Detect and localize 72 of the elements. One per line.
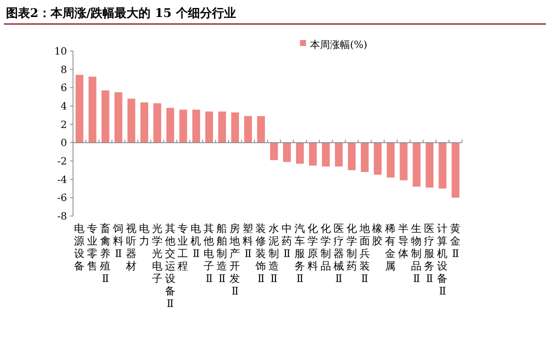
bar [386,142,395,178]
x-tick-label: 船舶制造Ⅱ [216,223,228,285]
y-tick-label: -8 [57,212,67,222]
x-tick-label: 稀有金属 [385,223,396,272]
bar [192,110,200,143]
x-tick-label: 装修装饰Ⅱ [254,222,267,285]
bar [438,142,446,188]
bar [348,142,356,170]
x-tick-label: 电源设备 [74,222,85,272]
bar [322,142,330,166]
x-tick-label: 黄金Ⅱ [450,222,462,260]
bar [308,142,317,166]
bar [244,116,252,143]
y-tick-label: 4 [60,102,67,112]
x-tick-label: 橡胶 [372,223,384,248]
x-tick-label: 医疗服务Ⅱ [424,223,436,285]
x-tick-label: 房地产开发Ⅱ [228,222,241,298]
y-tick-label: -4 [57,174,67,186]
bar [179,110,188,143]
x-tick-label: 水泥制造Ⅱ [268,222,280,285]
bar [88,76,96,143]
bar [452,142,460,198]
y-tick-label: 10 [54,46,67,58]
x-tick-label: 畜禽养殖Ⅱ [100,222,111,285]
x-tick-label: 地面兵装Ⅱ [358,222,370,285]
bar [400,142,408,180]
bar [374,142,382,175]
y-tick-label: -6 [57,193,67,204]
bar [114,92,122,143]
x-tick-label: 计算机设备Ⅱ [437,222,448,298]
y-tick-label: 2 [60,120,67,131]
y-tick-label: -2 [57,156,67,168]
x-tick-label: 电力 [138,222,150,248]
x-tick-label: 中药Ⅱ [281,222,292,260]
bar [257,116,265,143]
bar [426,142,434,188]
x-tick-label: 其他交运设备Ⅱ [164,222,176,310]
chart-title: 图表2：本周涨/跌幅最大的 15 个细分行业 [6,6,236,20]
x-tick-label: 化学制药 [346,223,358,272]
bar [283,142,291,162]
bar [127,98,136,143]
bar [360,142,369,172]
x-tick-label: 化学制品 [320,223,332,272]
x-tick-label: 光学光电子 [152,222,163,285]
bar [334,142,343,166]
x-tick-label: 塑料Ⅱ [242,222,254,260]
x-tick-label: 化学原料 [307,223,318,272]
x-tick-label: 生物制品Ⅱ [411,222,422,285]
x-tick-label: 汽车服务Ⅱ [294,223,306,285]
bar [76,74,84,143]
bar [412,142,421,187]
bar [218,112,226,143]
y-tick-label: 6 [60,83,67,94]
bar [205,112,214,143]
x-tick-label: 饲料Ⅱ [112,223,124,260]
x-tick-label: 专业零售 [86,222,98,272]
bar [153,103,162,143]
y-tick-label: 0 [60,138,67,150]
x-tick-label: 视听器材 [124,222,137,272]
legend-label: 本周涨幅(%) [310,39,368,51]
x-tick-label: 专业工程 [178,222,189,272]
bar [102,90,110,143]
bar [231,112,239,143]
bar [270,142,278,160]
bar [140,102,148,143]
y-tick-label: 8 [60,64,67,76]
bar [166,108,174,143]
x-tick-label: 其他电子Ⅱ [204,222,215,285]
x-tick-label: 电机Ⅱ [190,222,202,260]
x-tick-label: 医疗器械Ⅱ [333,223,344,285]
x-tick-label: 半导体 [398,222,410,260]
bar [296,142,304,164]
